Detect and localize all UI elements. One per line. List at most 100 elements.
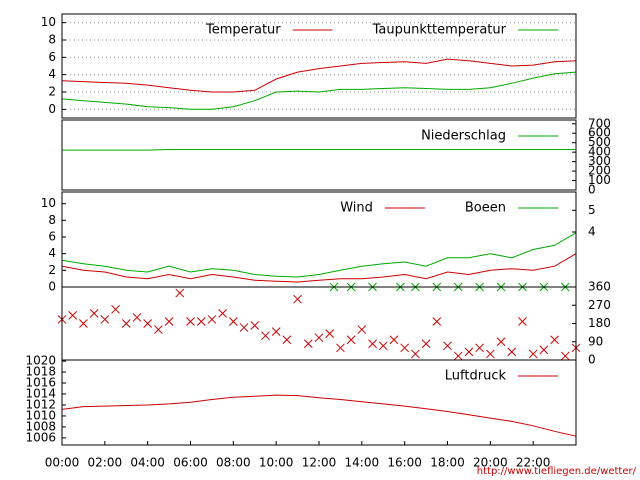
y-tick-label: 10 [41, 15, 56, 29]
y-tick-label: 1016 [25, 376, 56, 390]
y-tick-label: 1006 [25, 430, 56, 444]
y2-tick-label: 400 [588, 145, 611, 159]
point-marker [196, 317, 206, 326]
series-line [61, 394, 577, 437]
legend-label: Boeen [465, 201, 506, 216]
y-tick-label: 1012 [25, 397, 56, 411]
x-tick-label: 18:00 [430, 456, 465, 470]
point-marker [143, 319, 153, 328]
point-marker [518, 317, 527, 326]
point-marker [239, 323, 249, 332]
point-marker [432, 317, 442, 326]
y2-tick-label: 100 [588, 173, 611, 187]
point-marker [132, 313, 142, 322]
point-marker [271, 327, 281, 336]
y2-tick-label: 5 [588, 203, 596, 217]
y2-tick-label: 0 [588, 353, 596, 367]
x-tick-label: 12:00 [302, 456, 337, 470]
y2-tick-label: 180 [588, 316, 611, 330]
series-line [61, 58, 577, 93]
y2-tick-label: 300 [588, 154, 611, 168]
point-marker [261, 331, 270, 341]
x-tick-label: 04:00 [130, 456, 165, 470]
y-tick-label: 2 [48, 263, 56, 277]
point-marker [411, 349, 420, 359]
point-marker [485, 349, 495, 359]
point-marker [357, 325, 367, 334]
point-marker [539, 345, 549, 355]
y2-tick-label: 360 [588, 280, 611, 294]
y2-tick-label: 4 [588, 225, 596, 239]
y-tick-label: 2 [48, 85, 56, 99]
point-marker [121, 319, 131, 328]
point-marker [443, 341, 452, 351]
y-tick-label: 1014 [25, 387, 56, 401]
legend-label: Niederschlag [421, 129, 506, 144]
point-marker [346, 335, 356, 345]
point-marker [164, 317, 174, 326]
point-marker [282, 335, 292, 345]
legend-label: Wind [340, 201, 373, 216]
point-marker [464, 347, 474, 357]
y-tick-label: 1020 [25, 354, 56, 368]
y-tick-label: 0 [48, 102, 56, 116]
panel-frame [61, 359, 577, 446]
y-tick-label: 6 [48, 50, 56, 64]
point-marker [207, 315, 217, 324]
y-tick-label: 4 [48, 67, 56, 81]
series-line [62, 149, 576, 151]
y-tick-label: 1008 [25, 419, 56, 433]
point-marker [175, 288, 185, 298]
legend-label: Temperatur [205, 23, 281, 38]
y-tick-label: 4 [48, 246, 56, 260]
point-marker [421, 339, 431, 349]
point-marker [293, 294, 302, 304]
point-marker [154, 325, 163, 334]
x-tick-label: 16:00 [387, 456, 422, 470]
y2-tick-label: 200 [588, 164, 611, 178]
y-tick-label: 1018 [25, 365, 56, 379]
y2-tick-label: 500 [588, 135, 611, 149]
point-marker [378, 341, 388, 351]
y-tick-label: 8 [48, 33, 56, 47]
x-tick-label: 08:00 [216, 456, 251, 470]
y-tick-label: 10 [41, 196, 56, 210]
series-line [61, 71, 577, 110]
point-marker [100, 315, 110, 324]
point-marker [303, 339, 313, 349]
series-line [61, 253, 577, 283]
point-marker [325, 329, 335, 338]
panel-frame [61, 13, 577, 119]
point-marker [228, 317, 238, 326]
point-marker [550, 335, 559, 345]
series-line [61, 232, 577, 278]
point-marker [336, 343, 345, 353]
point-marker [250, 321, 260, 330]
point-marker [560, 351, 570, 361]
x-tick-label: 06:00 [173, 456, 208, 470]
x-tick-label: 02:00 [88, 456, 123, 470]
point-marker [475, 343, 484, 353]
point-marker [368, 339, 377, 349]
legend-label: Taupunkttemperatur [372, 23, 507, 38]
point-marker [453, 351, 463, 361]
x-tick-label: 22:00 [516, 456, 551, 470]
point-marker [68, 311, 78, 320]
point-marker [218, 309, 227, 318]
point-marker [496, 337, 506, 347]
y2-tick-label: 600 [588, 126, 611, 140]
y2-tick-label: 0 [588, 183, 596, 197]
legend-label: Luftdruck [445, 369, 507, 384]
point-marker [111, 304, 120, 314]
panel-frame [61, 119, 577, 191]
x-tick-label: 14:00 [345, 456, 380, 470]
point-marker [528, 349, 538, 359]
y-tick-label: 6 [48, 230, 56, 244]
x-tick-label: 00:00 [45, 456, 80, 470]
point-marker [389, 335, 399, 345]
point-marker [79, 319, 88, 328]
x-tick-label: 20:00 [473, 456, 508, 470]
y2-tick-label: 270 [588, 298, 611, 312]
